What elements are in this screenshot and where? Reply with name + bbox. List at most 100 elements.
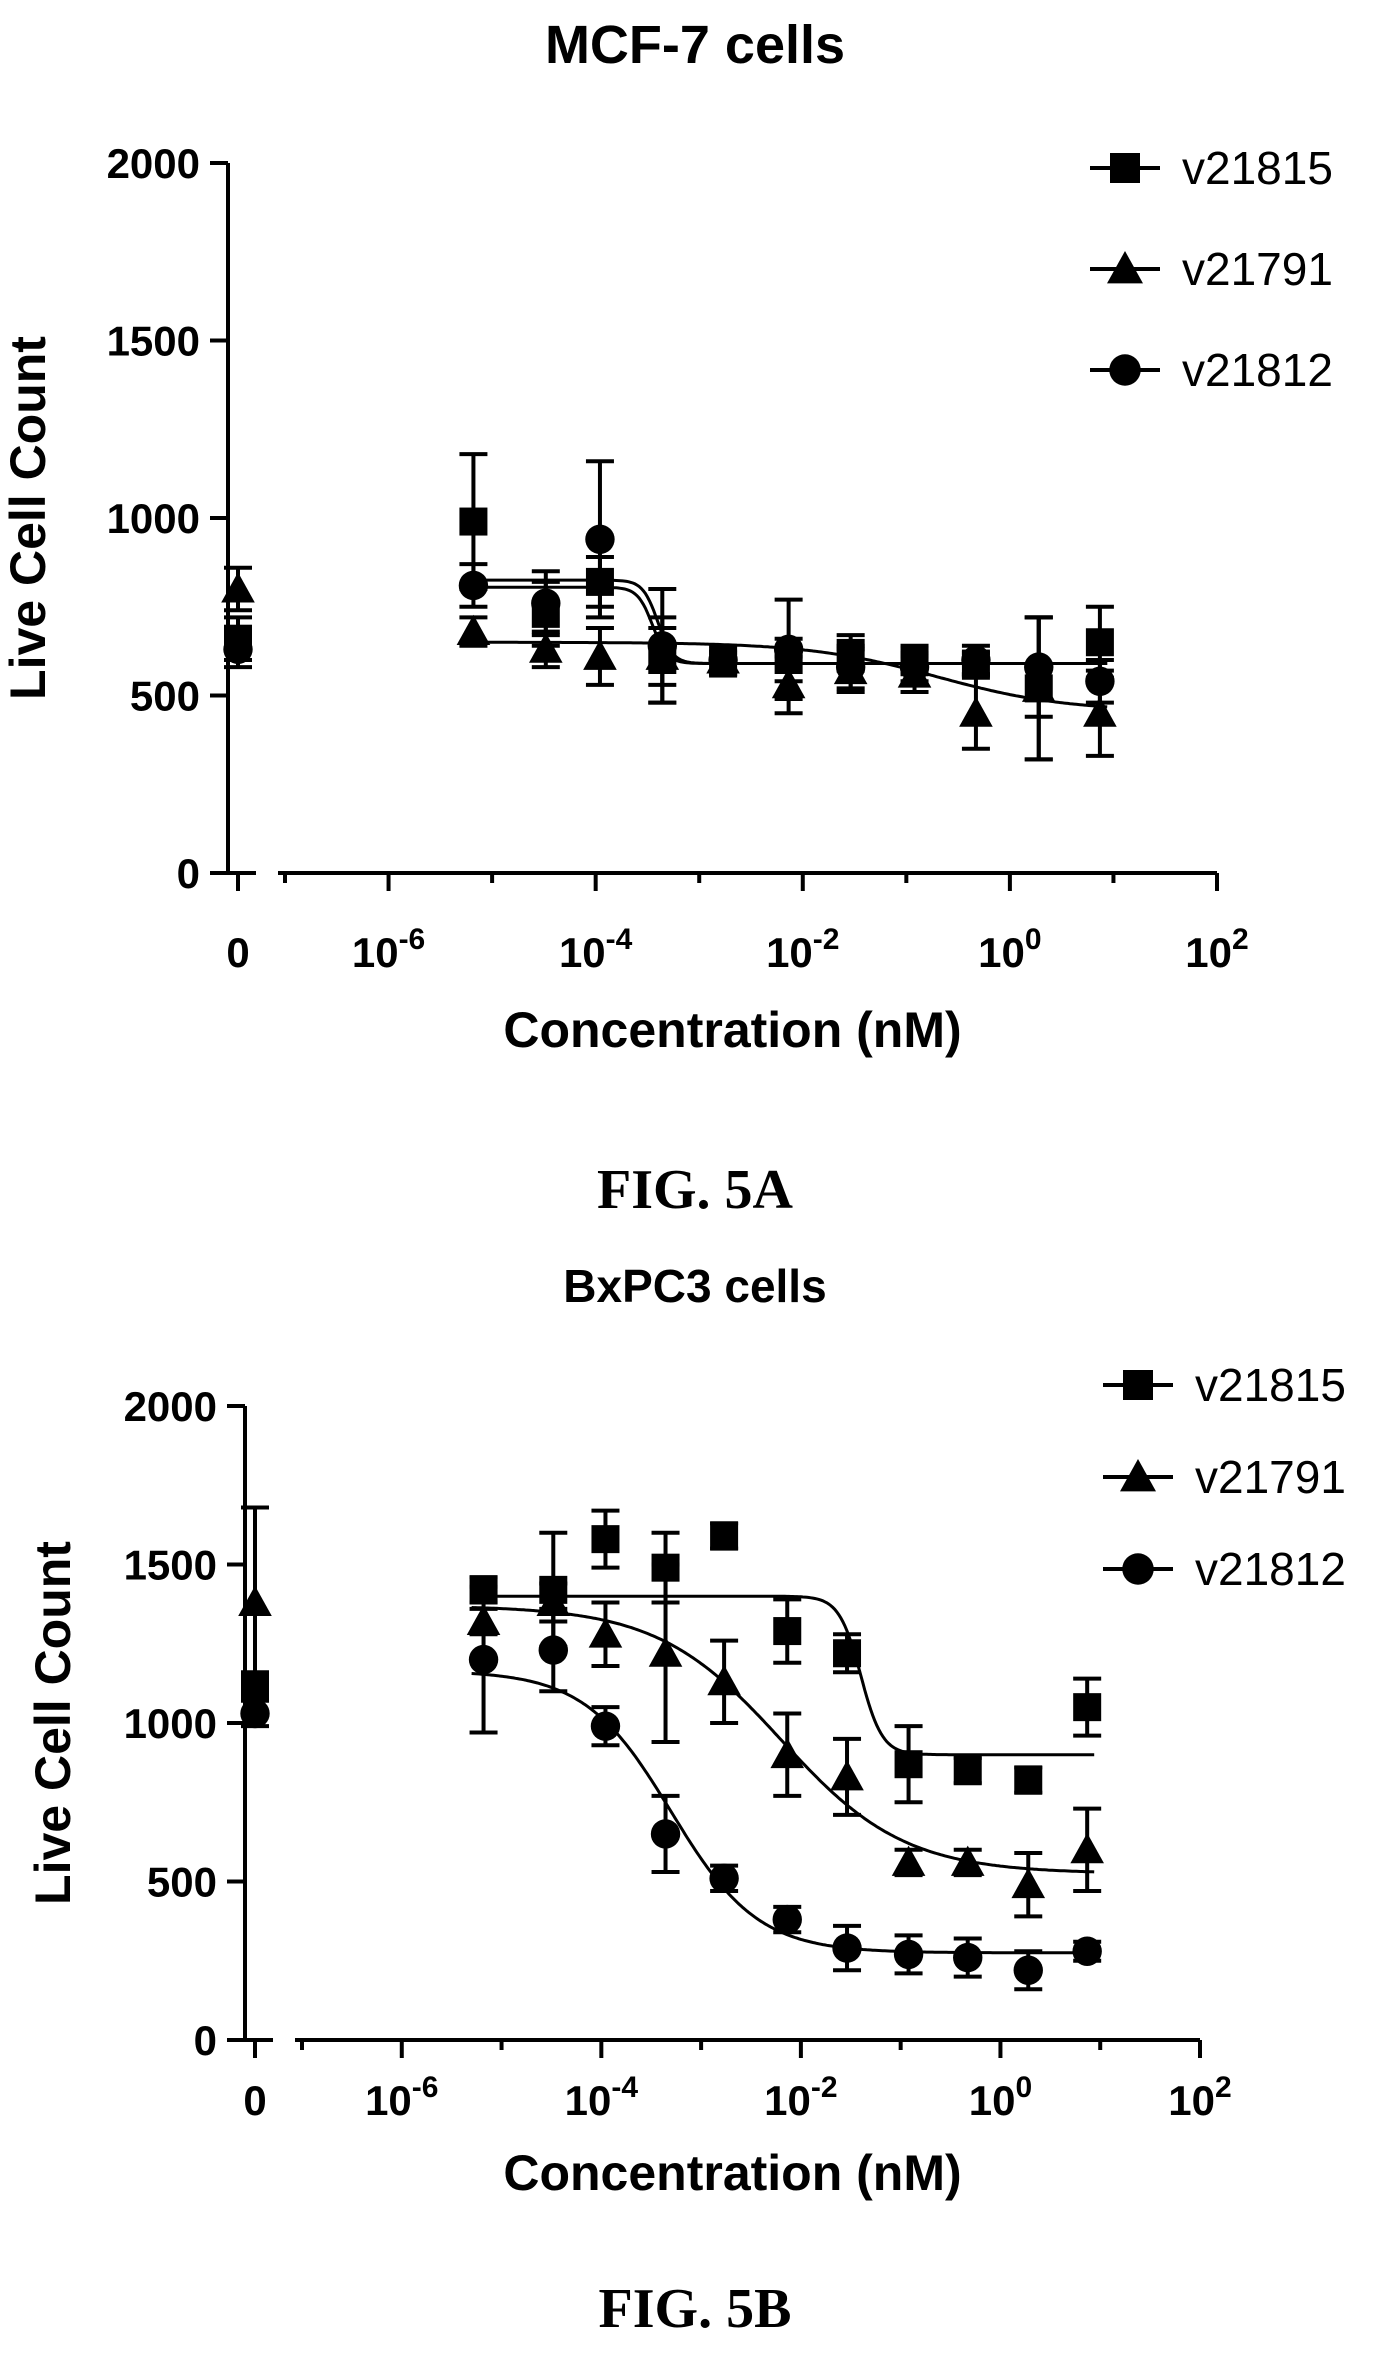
y-tick-label: 0 [194, 2017, 217, 2064]
data-point [585, 524, 615, 554]
data-point [538, 1635, 568, 1665]
legend-label: v21812 [1195, 1543, 1346, 1595]
data-point [456, 614, 491, 646]
data-point [833, 1639, 862, 1668]
data-point [1014, 1766, 1043, 1795]
x-tick-label: 100 [978, 923, 1041, 976]
data-point [459, 507, 488, 536]
y-tick-label: 1500 [124, 1542, 217, 1589]
x-tick-label: 102 [1185, 923, 1248, 976]
x-axis-label: Concentration (nM) [503, 2145, 961, 2201]
legend-marker [1110, 153, 1140, 183]
legend-marker [1123, 1370, 1153, 1400]
data-point [961, 645, 991, 675]
y-axis-label: Live Cell Count [25, 1541, 81, 1905]
y-tick-label: 1000 [107, 495, 200, 542]
data-point [893, 1939, 924, 1970]
legend-label: v21791 [1182, 243, 1333, 295]
legend-marker [1109, 354, 1141, 386]
figure-caption: FIG. 5A [597, 1159, 794, 1221]
data-point [590, 1711, 621, 1741]
legend-entry-v21815: v21815 [1090, 142, 1333, 194]
x-tick-label: 102 [1168, 2071, 1231, 2124]
y-tick-label: 1500 [107, 318, 200, 365]
data-point [648, 1636, 683, 1667]
legend-marker [1120, 1459, 1156, 1492]
data-point [238, 1585, 272, 1616]
data-point [710, 1521, 739, 1550]
series-v21791 [221, 565, 1117, 762]
data-point [773, 1617, 802, 1646]
chart-bxpc3: BxPC3 cells 0 500 1000 1500 2000 0 10-6 10-4 10-2… [25, 1260, 1346, 2340]
y-tick-label: 2000 [124, 1383, 217, 1430]
legend-entry-v21791: v21791 [1103, 1451, 1346, 1503]
y-tick-label: 1000 [124, 1700, 217, 1747]
y-tick-label: 0 [177, 850, 200, 897]
y-tick-label: 500 [147, 1859, 217, 1906]
data-point [832, 1933, 862, 1963]
legend-label: v21812 [1182, 344, 1333, 396]
y-tick-label: 2000 [107, 140, 200, 187]
y-tick-label: 500 [130, 673, 200, 720]
chart-title: MCF-7 cells [545, 15, 845, 75]
x-axis-label: Concentration (nM) [503, 1002, 961, 1058]
data-point [1072, 1936, 1102, 1966]
data-point [772, 1904, 802, 1935]
data-point [1024, 652, 1054, 682]
data-point [223, 634, 253, 665]
data-point [583, 639, 617, 670]
series-v21812 [240, 1584, 1102, 1992]
data-point [773, 634, 804, 665]
x-tick-label: 10-2 [766, 923, 839, 976]
fit-curve-v21812 [461, 585, 1108, 665]
data-point [1073, 1693, 1102, 1722]
legend-marker [1122, 1553, 1154, 1585]
data-point [953, 1942, 983, 1973]
fit-curve-v21815 [471, 1594, 1095, 1757]
data-point [835, 652, 866, 682]
x-tick-label: 100 [969, 2071, 1032, 2124]
data-point [770, 1737, 805, 1769]
legend-entry-v21812: v21812 [1090, 344, 1333, 396]
legend-entry-v21815: v21815 [1103, 1359, 1346, 1411]
data-point [647, 631, 677, 661]
chart-title: BxPC3 cells [563, 1260, 826, 1312]
data-point [529, 632, 563, 663]
data-point [240, 1698, 270, 1729]
data-point [891, 1845, 926, 1876]
fit-curve-v21791 [471, 1606, 1095, 1874]
x-tick-label: 10-6 [352, 923, 425, 976]
data-point [591, 1525, 620, 1554]
y-axis-label: Live Cell Count [0, 336, 56, 700]
data-point [1083, 696, 1117, 727]
x-tick-label: 0 [226, 929, 249, 976]
x-tick-label: 0 [243, 2077, 266, 2124]
data-point [709, 1863, 739, 1894]
figure-caption: FIG. 5B [599, 2278, 792, 2340]
data-point [1085, 628, 1114, 657]
x-tick-label: 10-4 [559, 923, 633, 976]
legend-entry-v21791: v21791 [1090, 243, 1333, 295]
data-point [221, 572, 255, 603]
data-point [458, 570, 489, 601]
data-point [950, 1845, 985, 1876]
legend-label: v21815 [1195, 1359, 1346, 1411]
series-v21791 [238, 1505, 1104, 1919]
data-point [830, 1760, 864, 1791]
data-point [531, 588, 561, 618]
data-point [707, 1664, 741, 1696]
data-point [468, 1644, 499, 1675]
legend-label: v21815 [1182, 142, 1333, 194]
legend-entry-v21812: v21812 [1103, 1543, 1346, 1595]
data-point [588, 1617, 623, 1648]
x-tick-label: 10-6 [365, 2071, 438, 2124]
legend-marker [1107, 251, 1143, 284]
data-point [1013, 1955, 1043, 1985]
data-point [953, 1756, 982, 1785]
data-point [959, 696, 993, 727]
data-point [1011, 1867, 1046, 1899]
data-point [650, 1819, 681, 1849]
x-tick-label: 10-2 [764, 2071, 837, 2124]
x-tick-label: 10-4 [565, 2071, 639, 2124]
